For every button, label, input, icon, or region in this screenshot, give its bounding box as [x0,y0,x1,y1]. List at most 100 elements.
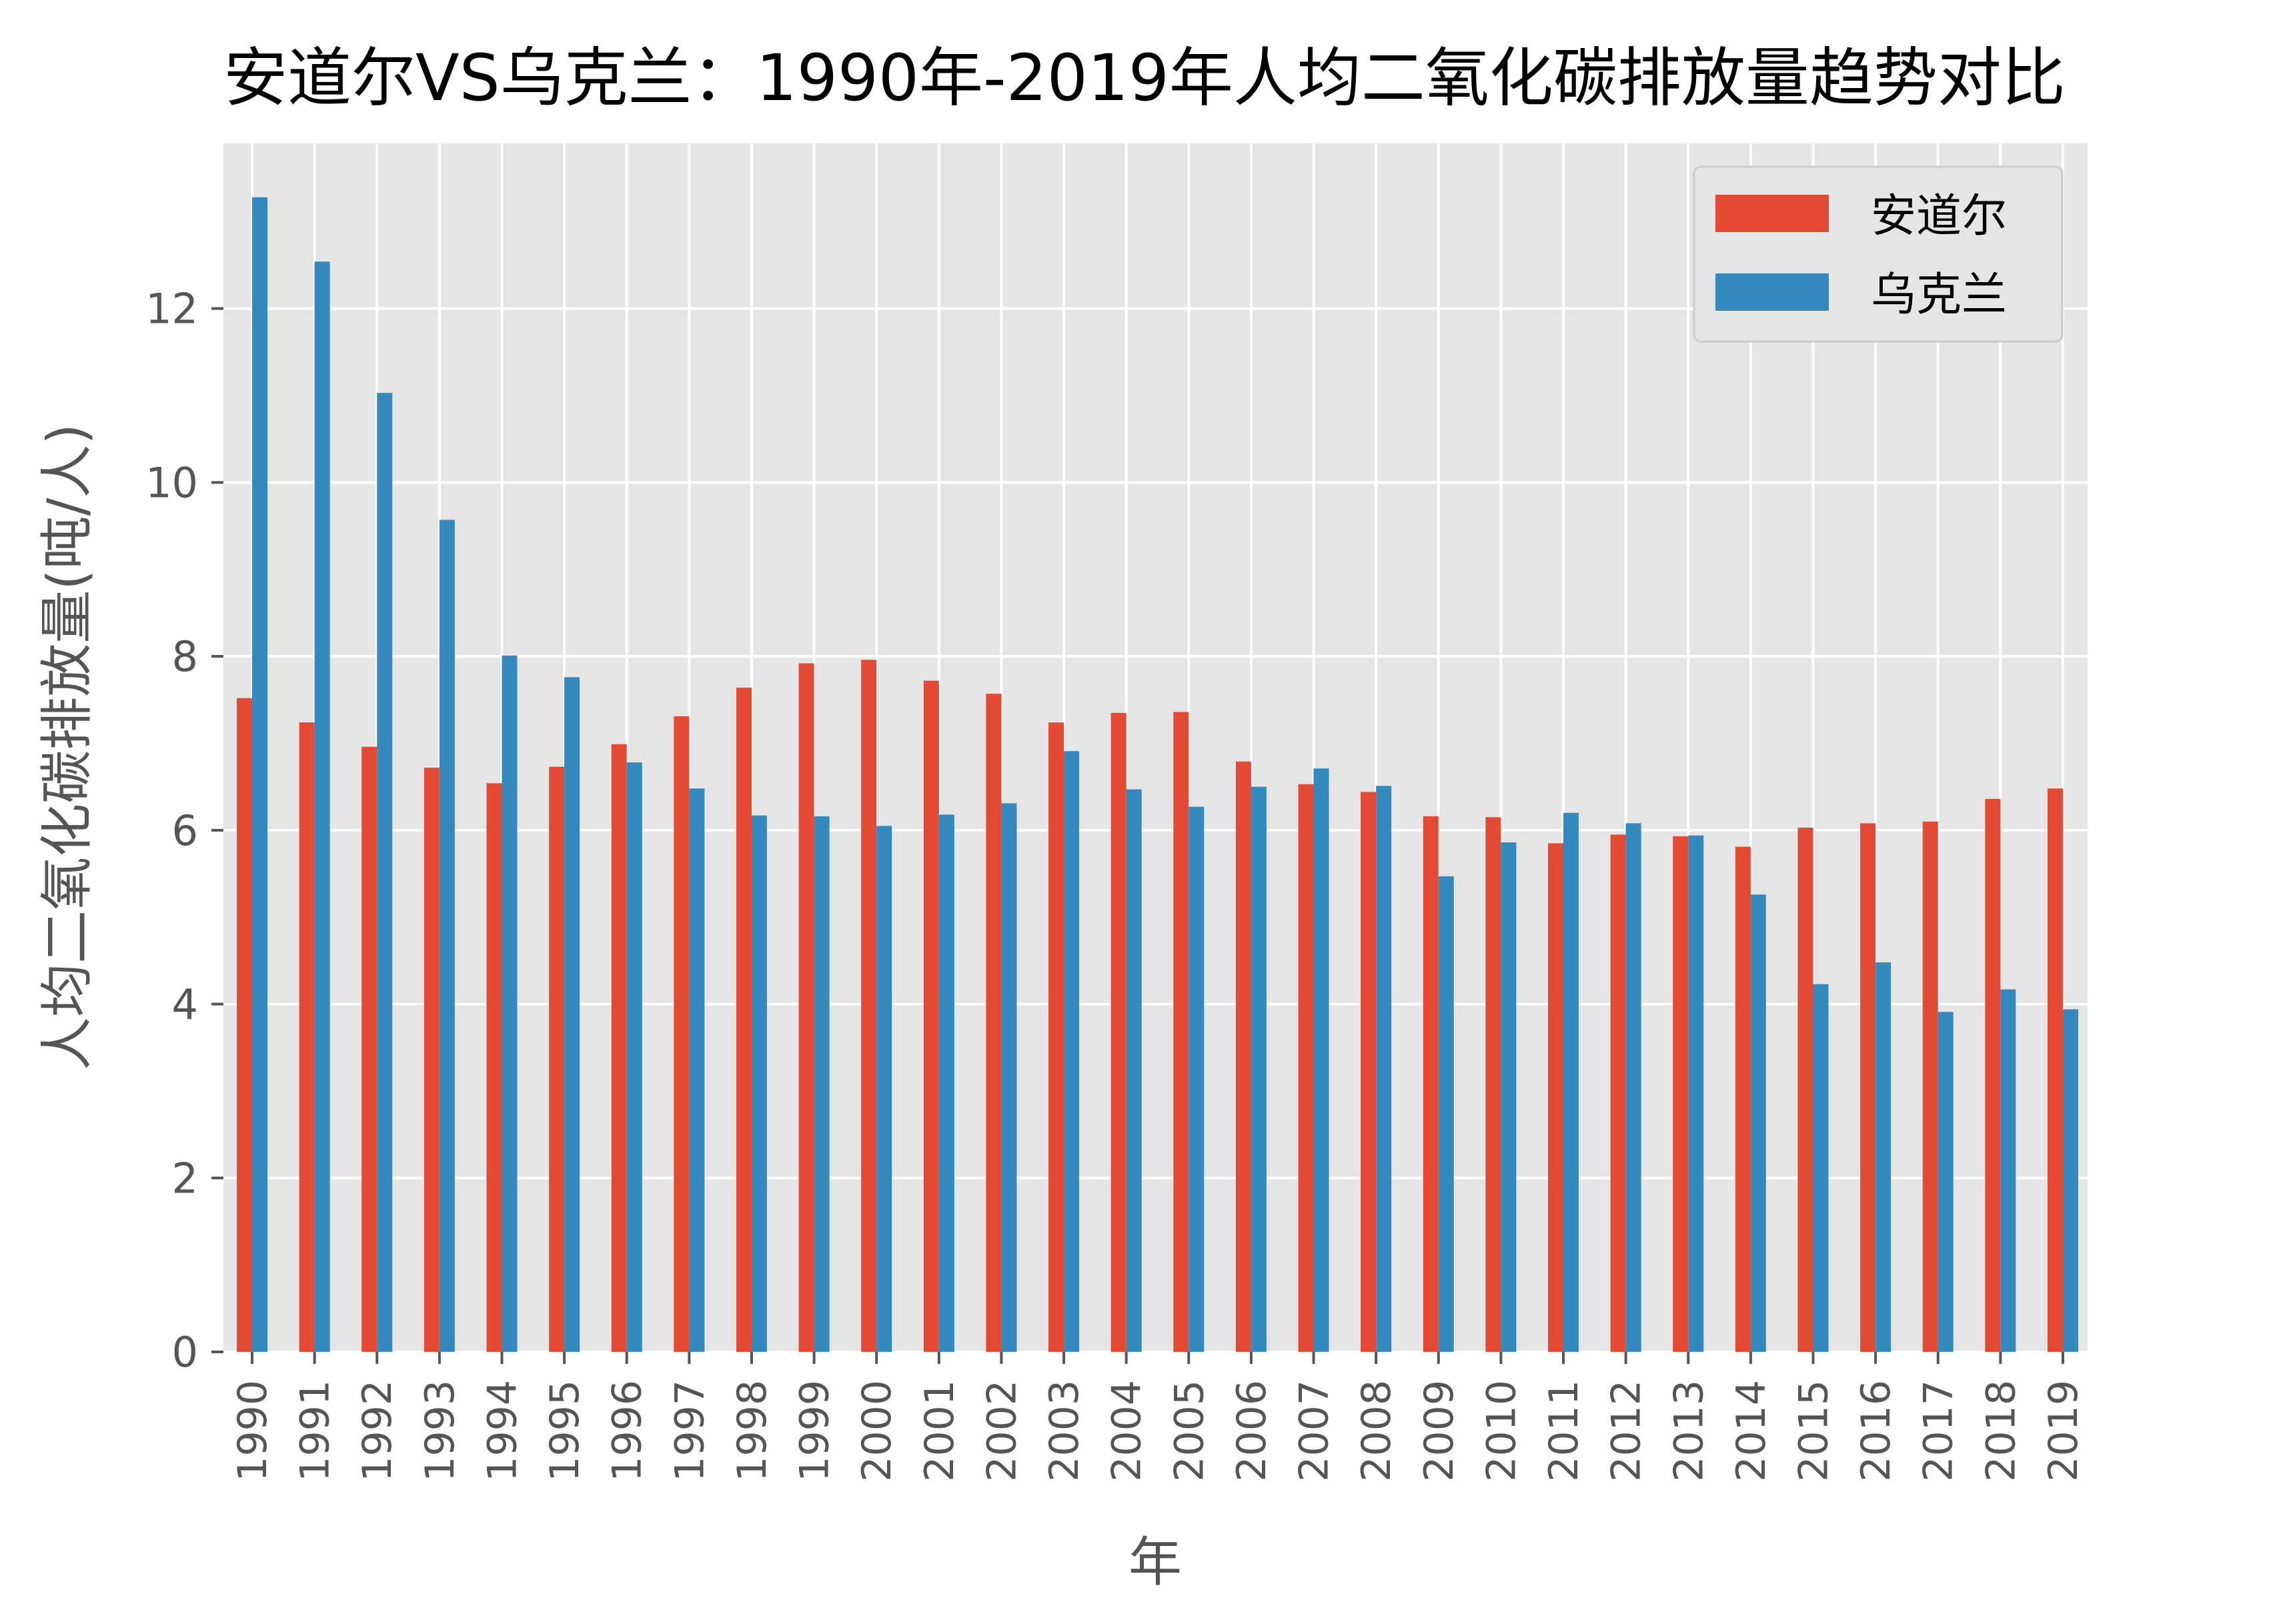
bar-andorra-1999 [798,663,814,1353]
y-tick-label: 12 [145,285,198,333]
y-tick-label: 6 [172,806,198,855]
x-tick-label: 1997 [666,1380,713,1482]
bar-ukraine-2018 [2000,989,2016,1352]
bars [237,197,2078,1353]
x-tick-label: 2003 [1041,1380,1088,1482]
x-tick-label: 1995 [542,1380,588,1482]
bar-ukraine-2011 [1563,812,1579,1352]
bar-ukraine-1997 [689,788,705,1352]
y-axis-label: 人均二氧化碳排放量(吨/人) [36,424,98,1070]
x-axis: 1990 1991 1992 1993 1994 1995 1996 1997 1998 1999… [229,1352,2087,1482]
bar-andorra-2002 [986,694,1002,1352]
bar-andorra-2014 [1735,846,1751,1352]
bar-andorra-2006 [1235,761,1251,1352]
bar-andorra-2003 [1048,722,1064,1352]
bar-ukraine-2004 [1126,789,1142,1352]
bar-ukraine-1995 [564,677,580,1352]
bar-ukraine-1990 [252,197,267,1353]
x-tick-label: 2015 [1791,1380,1837,1482]
bar-ukraine-2007 [1313,768,1329,1352]
bar-andorra-1998 [736,688,752,1352]
x-tick-label: 1991 [292,1380,339,1482]
bar-ukraine-1999 [814,816,830,1352]
bar-ukraine-1994 [502,655,518,1352]
x-tick-label: 2014 [1728,1380,1775,1482]
x-tick-label: 2006 [1229,1380,1275,1482]
y-axis: 0 2 4 6 8 10 12 [145,285,223,1377]
legend-swatch-andorra [1715,195,1829,232]
x-tick-label: 1994 [479,1380,526,1482]
bar-ukraine-2016 [1875,962,1891,1352]
bar-ukraine-2001 [938,814,954,1352]
x-tick-label: 2013 [1665,1380,1712,1482]
bar-ukraine-2008 [1376,786,1392,1352]
x-tick-label: 1993 [417,1380,464,1482]
bar-andorra-2013 [1673,836,1689,1352]
bar-ukraine-2006 [1251,786,1267,1352]
x-tick-label: 2004 [1104,1380,1151,1482]
x-tick-label: 2018 [1978,1380,2024,1482]
bar-ukraine-1996 [626,762,642,1352]
legend-swatch-ukraine [1715,273,1829,311]
bar-ukraine-2015 [1813,984,1829,1352]
bar-andorra-1992 [361,746,377,1352]
bar-ukraine-2003 [1064,751,1080,1352]
bar-andorra-2009 [1423,816,1439,1352]
bar-andorra-1990 [237,698,252,1352]
legend-label-ukraine: 乌克兰 [1871,269,2007,321]
bar-andorra-2016 [1860,823,1876,1352]
bar-andorra-2017 [1922,821,1938,1352]
bar-ukraine-2000 [876,826,892,1352]
x-tick-label: 2012 [1603,1380,1650,1482]
bar-andorra-1995 [549,766,565,1352]
legend-label-andorra: 安道尔 [1871,190,2007,243]
bar-andorra-2011 [1548,843,1564,1352]
bar-ukraine-2014 [1750,894,1766,1352]
bar-andorra-2005 [1173,712,1189,1352]
bar-ukraine-2005 [1189,806,1205,1352]
bar-ukraine-2019 [2062,1009,2078,1352]
x-tick-label: 2011 [1541,1380,1587,1482]
bar-andorra-2018 [1985,798,2001,1352]
bar-andorra-1993 [424,767,440,1352]
bar-ukraine-1998 [751,815,767,1352]
y-tick-label: 10 [145,458,198,507]
bar-andorra-2004 [1110,712,1126,1352]
x-tick-label: 1992 [354,1380,401,1482]
x-tick-label: 1996 [604,1380,651,1482]
bar-ukraine-2002 [1001,803,1017,1352]
x-tick-label: 1990 [229,1380,276,1482]
bar-andorra-2015 [1797,827,1813,1352]
bar-ukraine-1993 [439,520,455,1353]
y-tick-label: 2 [172,1154,198,1202]
x-tick-label: 2000 [854,1380,900,1482]
bar-ukraine-2013 [1688,835,1704,1352]
bar-ukraine-2012 [1625,823,1641,1352]
bar-andorra-2010 [1485,817,1501,1352]
x-tick-label: 1998 [729,1380,776,1482]
y-tick-label: 0 [172,1328,198,1377]
x-axis-label: 年 [1128,1531,1182,1593]
bar-ukraine-2017 [1938,1012,1954,1352]
x-tick-label: 2005 [1166,1380,1213,1482]
bar-ukraine-1992 [377,393,393,1353]
x-tick-label: 2001 [916,1380,963,1482]
bar-ukraine-1991 [314,261,330,1353]
bar-andorra-2008 [1361,792,1377,1352]
x-tick-label: 1999 [792,1380,838,1482]
bar-andorra-2019 [2047,788,2063,1352]
x-tick-label: 2010 [1478,1380,1525,1482]
legend: 安道尔 乌克兰 [1693,165,2064,343]
bar-andorra-2001 [923,680,939,1352]
bar-ukraine-2010 [1501,842,1517,1352]
x-tick-label: 2002 [978,1380,1025,1482]
bar-andorra-1997 [674,716,690,1352]
bar-andorra-1996 [611,744,627,1352]
bar-andorra-2007 [1298,784,1314,1352]
chart-title: 安道尔VS乌克兰：1990年-2019年人均二氧化碳排放量趋势对比 [223,41,2066,115]
bar-ukraine-2009 [1438,876,1454,1352]
x-tick-label: 2007 [1291,1380,1338,1482]
x-tick-label: 2017 [1916,1380,1962,1482]
